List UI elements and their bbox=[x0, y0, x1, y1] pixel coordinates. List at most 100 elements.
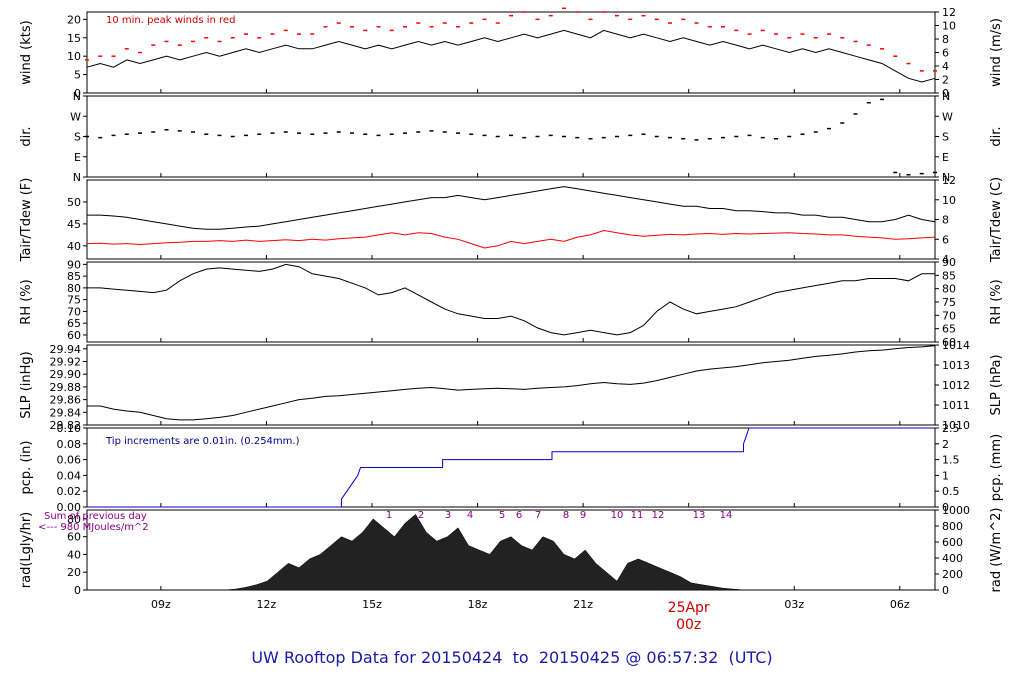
y-tick-label-left: 0.06 bbox=[57, 454, 82, 467]
y-axis-label-left: wind (kts) bbox=[19, 20, 34, 84]
y-tick-label-right: N bbox=[942, 90, 950, 103]
y-tick-label-left: 5 bbox=[74, 69, 81, 82]
y-tick-label-left: 15 bbox=[67, 32, 81, 45]
series-pcp-0 bbox=[87, 427, 935, 508]
y-tick-label-right: 8 bbox=[942, 214, 949, 227]
hour-label: 11 bbox=[631, 510, 644, 521]
x-date-tick: 00z bbox=[676, 617, 701, 633]
series-wind-1 bbox=[85, 7, 937, 72]
y-tick-label-right: 8 bbox=[942, 33, 949, 46]
y-tick-label-right: 2.5 bbox=[942, 422, 960, 435]
y-tick-label-right: 12 bbox=[942, 6, 956, 19]
hour-label: 2 bbox=[418, 510, 424, 521]
y-tick-label-right: 1 bbox=[942, 469, 949, 482]
y-tick-label-right: 600 bbox=[942, 536, 963, 549]
y-tick-label-left: 29.94 bbox=[50, 343, 82, 356]
y-tick-label-right: 6 bbox=[942, 47, 949, 60]
hour-label: 4 bbox=[467, 510, 473, 521]
y-tick-label-right: 200 bbox=[942, 568, 963, 581]
y-tick-label-left: 90 bbox=[67, 258, 81, 271]
y-axis-label-left: SLP (inHg) bbox=[19, 351, 34, 419]
chart-title: UW Rooftop Data for 20150424 to 20150425… bbox=[251, 648, 773, 667]
y-tick-label-left: 0.04 bbox=[57, 469, 82, 482]
y-tick-label-left: W bbox=[70, 110, 81, 123]
y-axis-label-right: RH (%) bbox=[989, 279, 1004, 324]
hour-label: 13 bbox=[693, 510, 706, 521]
y-tick-label-right: 1.5 bbox=[942, 454, 960, 467]
wind-annotation: 10 min. peak winds in red bbox=[106, 15, 235, 26]
panel-pcp: 0.00 0.02 0.04 0.06 0.08 0.10 0 0.5 1 1.5 2 2.5 pcp.… bbox=[19, 422, 1004, 514]
x-tick-label: 21z bbox=[573, 598, 593, 611]
series-temp-0 bbox=[87, 186, 936, 230]
x-tick-label: 09z bbox=[151, 598, 171, 611]
y-tick-label-right: 400 bbox=[942, 552, 963, 565]
y-tick-label-right: 1010 bbox=[942, 419, 970, 432]
y-tick-label-right: 90 bbox=[942, 256, 956, 269]
y-tick-label-right: 1000 bbox=[942, 504, 970, 517]
y-tick-label-right: 0 bbox=[942, 87, 949, 100]
y-tick-label-right: 4 bbox=[942, 253, 949, 266]
y-tick-label-left: 0.00 bbox=[57, 501, 82, 514]
y-tick-label-right: 10 bbox=[942, 194, 956, 207]
y-axis-label-right: dir. bbox=[989, 126, 1004, 146]
y-axis-label-left: dir. bbox=[19, 126, 34, 146]
y-tick-label-right: W bbox=[942, 110, 953, 123]
y-tick-label-left: 70 bbox=[67, 305, 81, 318]
y-tick-label-right: 75 bbox=[942, 296, 956, 309]
series-dir-0 bbox=[85, 98, 937, 176]
y-axis-label-right: SLP (hPa) bbox=[989, 354, 1004, 415]
y-tick-label-left: 10 bbox=[67, 50, 81, 63]
y-axis-label-left: pcp. (in) bbox=[19, 441, 34, 495]
y-tick-label-left: 80 bbox=[67, 513, 81, 526]
series-temp-1 bbox=[86, 229, 936, 249]
y-tick-label-left: 60 bbox=[67, 531, 81, 544]
y-axis-label-left: RH (%) bbox=[19, 279, 34, 324]
y-axis-label-left: rad(Lgly/hr) bbox=[19, 512, 34, 588]
pcp-annotation: Tip increments are 0.01in. (0.254mm.) bbox=[105, 436, 300, 447]
y-tick-label-right: N bbox=[942, 171, 950, 184]
y-tick-label-right: 85 bbox=[942, 269, 956, 282]
y-tick-label-left: 20 bbox=[67, 566, 81, 579]
series-rad-area bbox=[87, 514, 935, 591]
y-tick-label-left: 20 bbox=[67, 13, 81, 26]
y-tick-label-right: 2 bbox=[942, 438, 949, 451]
y-tick-label-left: 75 bbox=[67, 294, 81, 307]
y-tick-label-left: E bbox=[74, 151, 81, 164]
y-tick-label-left: 40 bbox=[67, 240, 81, 253]
y-tick-label-left: 29.86 bbox=[50, 394, 82, 407]
y-tick-label-right: 1011 bbox=[942, 399, 970, 412]
hour-label: 9 bbox=[580, 510, 586, 521]
y-tick-label-right: 2 bbox=[942, 74, 949, 87]
y-tick-label-right: 1013 bbox=[942, 359, 970, 372]
y-axis-label-right: wind (m/s) bbox=[989, 18, 1004, 87]
y-tick-label-left: 29.88 bbox=[50, 381, 82, 394]
x-tick-label: 06z bbox=[890, 598, 910, 611]
y-tick-label-left: 45 bbox=[67, 218, 81, 231]
hour-label: 8 bbox=[563, 510, 569, 521]
y-tick-label-right: 0.5 bbox=[942, 485, 960, 498]
y-tick-label-right: S bbox=[942, 131, 949, 144]
hour-label: 10 bbox=[611, 510, 624, 521]
y-tick-label-right: E bbox=[942, 151, 949, 164]
y-tick-label-left: 29.82 bbox=[50, 419, 82, 432]
y-tick-label-right: 0 bbox=[942, 584, 949, 597]
x-tick-label: 18z bbox=[468, 598, 488, 611]
panel-frame bbox=[86, 344, 936, 426]
x-tick-label: 15z bbox=[362, 598, 382, 611]
series-wind-0 bbox=[86, 29, 936, 83]
y-axis-label-right: pcp. (mm) bbox=[989, 434, 1004, 501]
hour-label: 12 bbox=[652, 510, 665, 521]
y-tick-label-left: 50 bbox=[67, 196, 81, 209]
x-tick-label: 03z bbox=[784, 598, 804, 611]
y-tick-label-left: 65 bbox=[67, 317, 81, 330]
y-tick-label-right: 1014 bbox=[942, 339, 970, 352]
y-tick-label-right: 65 bbox=[942, 323, 956, 336]
y-tick-label-right: 1012 bbox=[942, 379, 970, 392]
hour-label: 5 bbox=[499, 510, 505, 521]
y-tick-label-right: 60 bbox=[942, 336, 956, 349]
